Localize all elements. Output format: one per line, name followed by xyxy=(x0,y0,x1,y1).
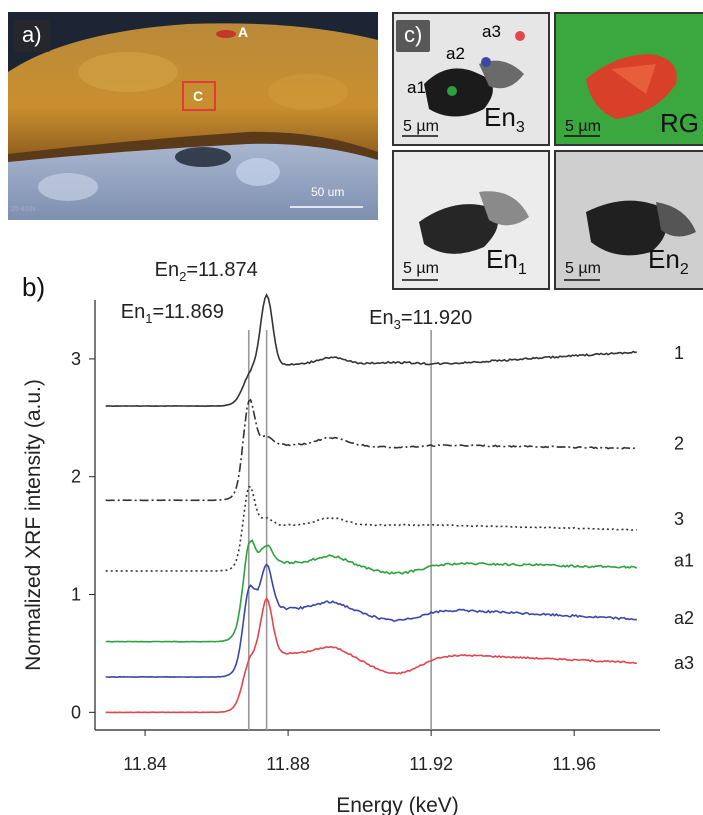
y-axis-title: Normalized XRF intensity (a.u.) xyxy=(22,379,45,671)
point-a1-label: a1 xyxy=(407,78,426,97)
series-line-1 xyxy=(105,293,637,408)
energy-marker-label: En2=11.874 xyxy=(155,259,258,284)
point-a3-label: a3 xyxy=(482,22,501,41)
series-label: a3 xyxy=(674,653,694,673)
y-tick-label: 3 xyxy=(71,349,81,369)
scale-text-rgb: 5 µm xyxy=(565,118,601,135)
series-line-3 xyxy=(105,485,637,572)
x-tick-label: 11.92 xyxy=(409,754,453,774)
scale-text-en3: 5 µm xyxy=(403,118,439,135)
region-c-box xyxy=(182,81,216,111)
series-label: 3 xyxy=(674,509,684,529)
series-label: 2 xyxy=(674,434,684,454)
scale-text-en2: 5 µm xyxy=(565,260,601,277)
panel-a-label: a) xyxy=(14,20,50,52)
map-tile-en1: 5 µm En1 xyxy=(392,150,550,290)
x-tick-label: 11.96 xyxy=(552,754,596,774)
map-image-rgb xyxy=(556,14,703,144)
series-line-a1 xyxy=(105,539,638,643)
tile-label-en2: En2 xyxy=(648,244,689,279)
x-tick-label: 11.84 xyxy=(123,754,167,774)
micrograph-image xyxy=(8,12,378,220)
series-label: a2 xyxy=(674,608,694,628)
marker-a-label: A xyxy=(238,24,249,40)
map-tile-en2: 5 µm En2 xyxy=(554,150,703,290)
x-tick-label: 11.88 xyxy=(266,754,310,774)
map-tile-en3: c) a1 a2 a3 5 µm En3 xyxy=(392,12,550,146)
series-line-2 xyxy=(105,398,638,502)
series-label: 1 xyxy=(674,343,684,363)
series-line-a2 xyxy=(105,563,637,679)
energy-marker-label: En1=11.869 xyxy=(121,301,224,326)
energy-marker-label: En3=11.920 xyxy=(369,307,472,332)
series-line-a3 xyxy=(105,596,637,714)
map-image-en1 xyxy=(394,152,548,288)
point-a2-label: a2 xyxy=(446,44,465,63)
tile-label-en3: En3 xyxy=(484,102,525,137)
map-tile-rgb: 5 µm RG xyxy=(554,12,703,146)
y-tick-label: 0 xyxy=(71,702,81,722)
map-image-en2 xyxy=(556,152,703,288)
panel-b-label: b) xyxy=(22,272,45,302)
marker-c-label: C xyxy=(193,88,204,104)
y-tick-label: 2 xyxy=(71,467,81,487)
micrograph-panel: a) A C 50 um 25 400x xyxy=(8,12,378,220)
scale-text-en1: 5 µm xyxy=(403,260,439,277)
x-axis-title: Energy (keV) xyxy=(336,794,459,815)
y-tick-label: 1 xyxy=(71,585,81,605)
panel-c-label: c) xyxy=(396,20,431,52)
corner-text: 25 400x xyxy=(11,206,36,213)
tile-label-rgb: RG xyxy=(660,108,699,138)
tile-label-en1: En1 xyxy=(486,244,527,279)
scale-bar-text: 50 um xyxy=(311,185,345,199)
series-label: a1 xyxy=(674,550,694,570)
